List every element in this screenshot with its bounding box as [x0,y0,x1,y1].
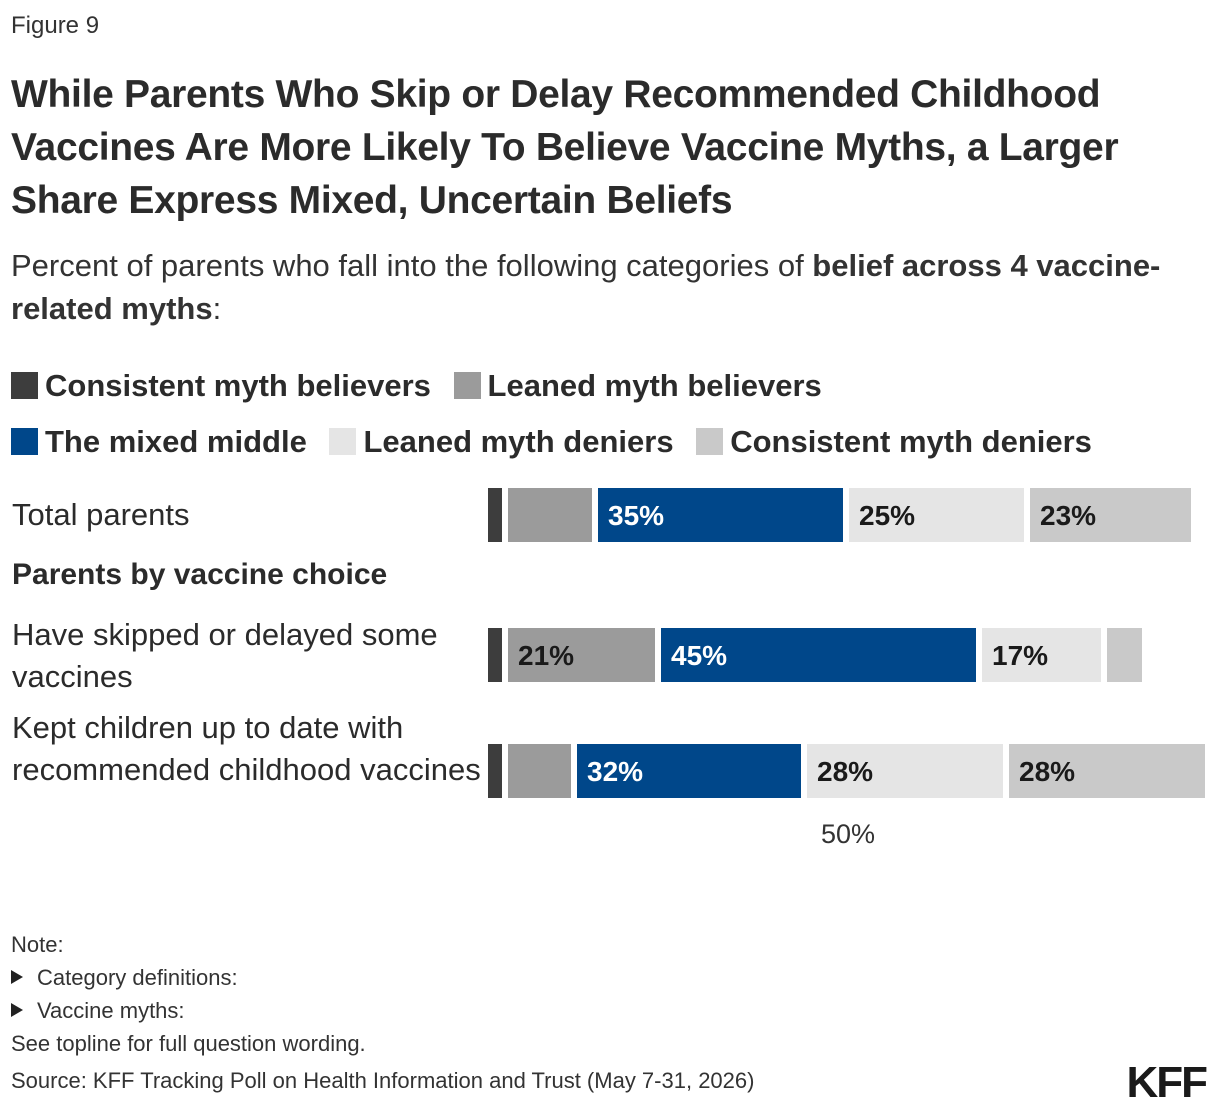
data-label-leaned-believers-row1: 21% [518,640,574,671]
legend-label: The mixed middle [45,424,307,459]
legend-swatch [11,372,38,399]
legend-label: Consistent myth believers [45,368,431,403]
note-item-label: Category definitions: [37,965,238,990]
bar-consistent-deniers-row2[interactable] [1009,744,1205,798]
source: Source: KFF Tracking Poll on Health Info… [11,1068,755,1093]
data-label-consistent-deniers-row2: 28% [1019,756,1075,787]
chart-subtitle: Percent of parents who fall into the fol… [11,244,1191,330]
group-heading: Parents by vaccine choice [12,558,388,591]
bar-mixed-middle-row1[interactable] [661,628,976,682]
bar-leaned-believers-row1[interactable] [508,628,655,682]
legend-item-leaned-deniers[interactable]: Leaned myth deniers [329,414,674,470]
data-label-leaned-deniers-row2: 28% [817,756,873,787]
bar-consistent-deniers-row0[interactable] [1030,488,1191,542]
notes: Note: Category definitions: Vaccine myth… [11,928,366,1060]
legend-swatch [696,428,724,455]
bar-leaned-believers-row0[interactable] [508,488,592,542]
row-label-up-to-date: Kept children up to date with recommende… [12,710,481,787]
bar-chart: 35% 25% 23% 21% 45% 17% 32% 28% 28% 50% [488,488,1205,849]
legend-item-mixed-middle[interactable]: The mixed middle [11,414,307,470]
data-label-mixed-middle-row1: 45% [671,640,727,671]
bar-mixed-middle-row2[interactable] [577,744,801,798]
note-heading: Note: [11,932,64,957]
legend-item-consistent-believers[interactable]: Consistent myth believers [11,358,431,414]
subtitle-lead: Percent of parents who fall into the fol… [11,248,813,283]
legend-item-leaned-believers[interactable]: Leaned myth believers [453,358,822,414]
bar-consistent-deniers-row1[interactable] [1107,628,1142,682]
subtitle-bold: belief across 4 vaccine-related myths [11,248,1161,326]
note-footer: See topline for full question wording. [11,1031,366,1056]
note-item-label: Vaccine myths: [37,998,185,1023]
bar-leaned-deniers-row1[interactable] [982,628,1101,682]
legend-item-consistent-deniers[interactable]: Consistent myth deniers [696,414,1092,470]
x-tick-50: 50% [821,819,875,849]
data-label-consistent-deniers-row0: 23% [1040,500,1096,531]
bar-segments: 35% 25% 23% 21% 45% 17% 32% 28% 28% [488,488,1205,798]
expand-triangle-icon [11,1003,23,1017]
bar-leaned-believers-row2[interactable] [508,744,571,798]
expand-triangle-icon [11,970,23,984]
legend-label: Leaned myth deniers [363,424,674,459]
data-label-mixed-middle-row0: 35% [608,500,664,531]
bar-consistent-believers-row1[interactable] [488,628,502,682]
note-item-category-definitions[interactable]: Category definitions: [11,961,366,994]
legend-label: Consistent myth deniers [730,424,1092,459]
data-label-leaned-deniers-row0: 25% [859,500,915,531]
legend-swatch [453,372,481,399]
bar-mixed-middle-row0[interactable] [598,488,843,542]
chart-title: While Parents Who Skip or Delay Recommen… [11,73,1119,222]
row-label-total: Total parents [12,497,190,532]
legend: Consistent myth believers Leaned myth be… [11,358,1131,470]
data-label-mixed-middle-row2: 32% [587,756,643,787]
legend-swatch [11,428,38,455]
row-label-skipped: Have skipped or delayed some vaccines [12,617,438,694]
data-label-leaned-deniers-row1: 17% [992,640,1048,671]
note-item-vaccine-myths[interactable]: Vaccine myths: [11,994,366,1027]
kff-logo: KFF [1126,1058,1208,1107]
bar-leaned-deniers-row2[interactable] [807,744,1003,798]
bar-consistent-believers-row2[interactable] [488,744,502,798]
bar-leaned-deniers-row0[interactable] [849,488,1024,542]
bar-consistent-believers-row0[interactable] [488,488,502,542]
legend-label: Leaned myth believers [487,368,822,403]
subtitle-tail: : [212,291,222,326]
figure-label: Figure 9 [11,12,100,39]
legend-swatch [329,428,357,455]
